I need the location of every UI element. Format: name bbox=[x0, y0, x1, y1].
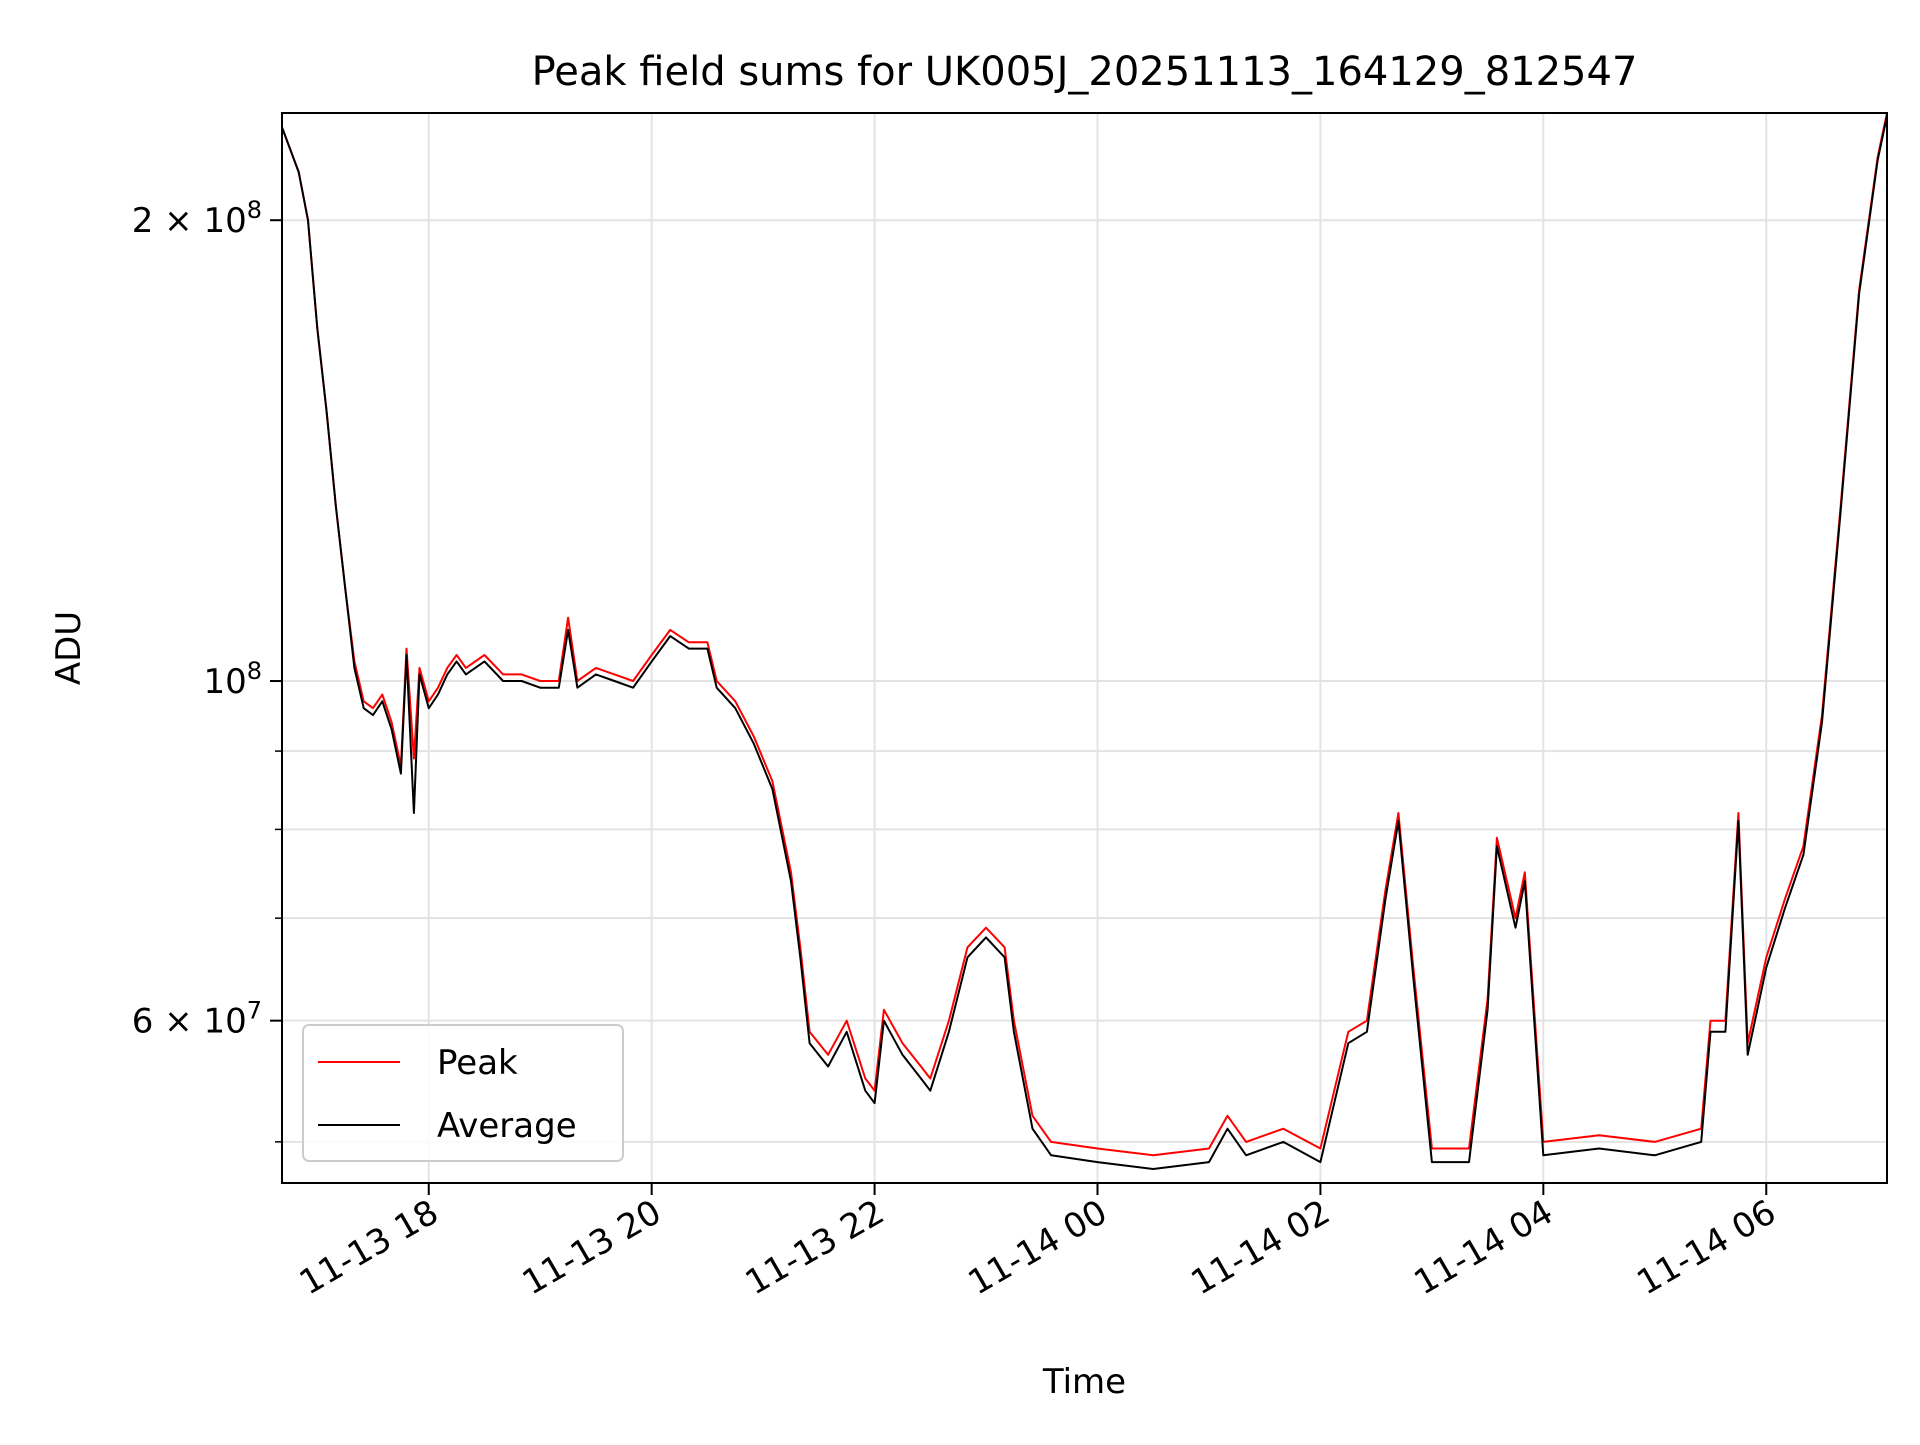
y-axis-label: ADU bbox=[49, 611, 89, 685]
legend-label-average: Average bbox=[437, 1106, 577, 1146]
series-layer bbox=[281, 112, 1888, 1170]
legend: Peak Average bbox=[302, 1024, 624, 1162]
x-axis-label: Time bbox=[1042, 1362, 1126, 1402]
y-tick-label: 2 × 108 bbox=[132, 196, 262, 241]
chart-title: Peak field sums for UK005J_20251113_1641… bbox=[532, 49, 1638, 95]
plot-frame bbox=[281, 112, 1888, 1184]
legend-label-peak: Peak bbox=[437, 1043, 518, 1083]
y-tick-label: 6 × 107 bbox=[132, 997, 262, 1042]
grid-layer bbox=[282, 113, 1887, 1183]
legend-box bbox=[302, 1024, 624, 1162]
series-line-average bbox=[281, 115, 1888, 1170]
y-tick-label: 108 bbox=[203, 657, 262, 702]
